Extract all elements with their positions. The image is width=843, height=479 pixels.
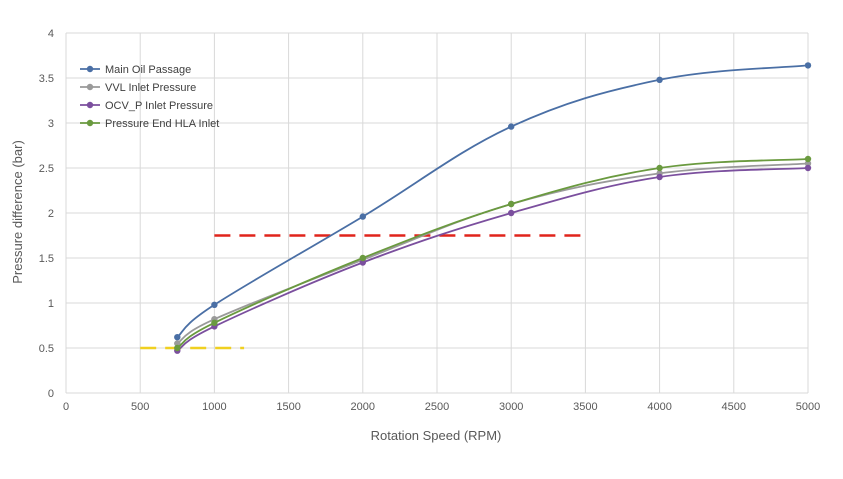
y-tick-label: 3.5: [39, 73, 54, 85]
x-tick-label: 500: [131, 401, 149, 413]
y-tick-label: 2.5: [39, 163, 54, 175]
series-line: [176, 158, 809, 349]
y-axis-title: Pressure difference (bar): [10, 140, 25, 284]
data-point: [174, 344, 181, 352]
x-tick-label: 2000: [351, 401, 375, 413]
y-tick-label: 0.5: [39, 343, 54, 355]
x-tick-label: 3500: [573, 401, 597, 413]
series-1: [174, 160, 812, 347]
series-0: [174, 62, 812, 341]
data-point: [804, 160, 812, 167]
x-tick-label: 2500: [425, 401, 449, 413]
legend-item: OCV_P Inlet Pressure: [80, 100, 213, 112]
y-tick-label: 0: [48, 388, 54, 400]
data-point: [174, 334, 181, 341]
reference-lines: [140, 234, 586, 350]
legend-swatch-marker: [86, 65, 94, 73]
x-axis-title: Rotation Speed (RPM): [371, 428, 502, 443]
data-point: [804, 164, 812, 172]
series-2: [174, 164, 812, 354]
legend-label: Pressure End HLA Inlet: [105, 118, 219, 130]
y-tick-label: 4: [48, 28, 54, 40]
data-point: [656, 164, 663, 172]
y-tick-label: 1: [48, 298, 54, 310]
series-line: [176, 167, 809, 352]
legend-swatch-marker: [86, 119, 94, 127]
series-3: [174, 155, 812, 352]
series-line: [176, 162, 809, 345]
legend: Main Oil Passage VVL Inlet Pressure OCV_P …: [80, 64, 219, 130]
data-point: [508, 200, 515, 208]
legend-swatch-marker: [86, 83, 94, 91]
x-tick-label: 3000: [499, 401, 523, 413]
data-point: [804, 62, 812, 69]
series-lines: [174, 62, 812, 354]
data-point: [656, 173, 663, 181]
data-point: [508, 123, 515, 130]
legend-label: Main Oil Passage: [105, 64, 191, 76]
data-point: [174, 340, 181, 347]
data-point: [359, 254, 366, 262]
data-point: [211, 319, 218, 326]
data-point: [359, 213, 366, 220]
x-tick-label: 4000: [647, 401, 671, 413]
y-tick-label: 2: [48, 208, 54, 220]
axes: 0 500 1000 1500 2000 2500 3000 3500 4000 4500 5000…: [39, 28, 821, 413]
data-point: [211, 301, 218, 308]
x-tick-label: 0: [63, 401, 69, 413]
data-point: [359, 259, 366, 266]
legend-item: Pressure End HLA Inlet: [80, 118, 219, 130]
legend-label: VVL Inlet Pressure: [105, 82, 196, 94]
x-tick-label: 1000: [202, 401, 226, 413]
x-tick-label: 5000: [796, 401, 820, 413]
legend-item: VVL Inlet Pressure: [80, 82, 196, 94]
data-point: [656, 76, 663, 84]
y-tick-label: 3: [48, 118, 54, 130]
series-line: [176, 64, 809, 338]
legend-item: Main Oil Passage: [80, 64, 191, 76]
y-tick-label: 1.5: [39, 253, 54, 265]
x-tick-label: 1500: [276, 401, 300, 413]
legend-swatch-marker: [86, 101, 94, 109]
data-point: [508, 209, 515, 217]
legend-label: OCV_P Inlet Pressure: [105, 100, 213, 112]
data-point: [804, 155, 812, 163]
x-tick-label: 4500: [722, 401, 746, 413]
